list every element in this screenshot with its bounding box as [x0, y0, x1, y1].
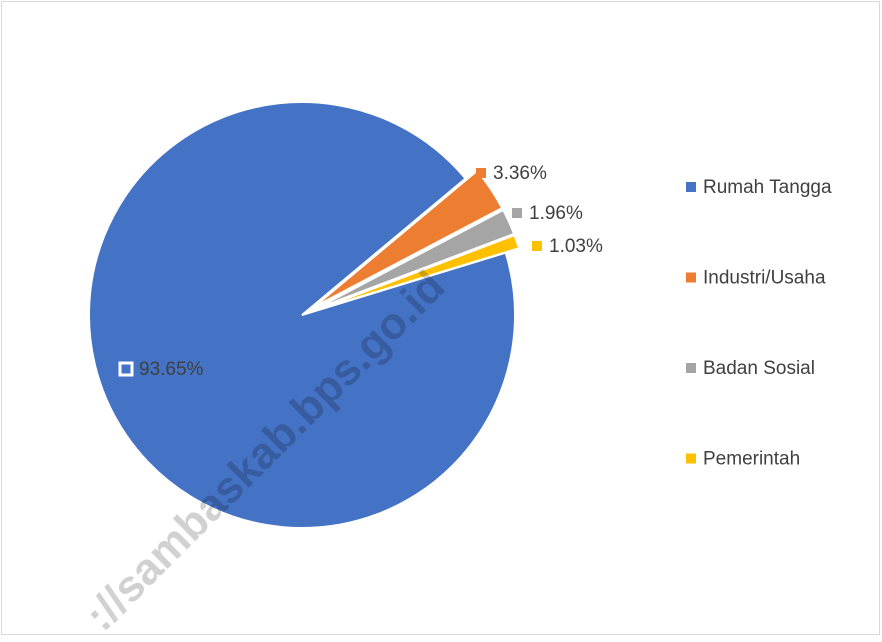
legend-label: Rumah Tangga	[703, 177, 832, 198]
legend-swatch	[686, 453, 696, 464]
legend-label: Pemerintah	[703, 449, 800, 470]
data-label: 1.96%	[529, 203, 583, 224]
data-label: 1.03%	[549, 236, 603, 257]
legend-label: Industri/Usaha	[703, 268, 826, 289]
pie-slice	[314, 233, 521, 312]
label-marker	[476, 168, 486, 178]
data-label: 3.36%	[493, 163, 547, 184]
label-marker	[512, 208, 522, 218]
legend-swatch	[686, 363, 696, 373]
pie-slice	[88, 101, 516, 529]
label-marker	[532, 241, 542, 251]
data-label: 93.65%	[139, 359, 204, 380]
label-marker	[118, 361, 134, 377]
legend-label: Badan Sosial	[703, 358, 815, 379]
pie-slice	[314, 208, 516, 311]
legend-swatch	[686, 272, 696, 283]
legend-swatch	[686, 182, 696, 192]
